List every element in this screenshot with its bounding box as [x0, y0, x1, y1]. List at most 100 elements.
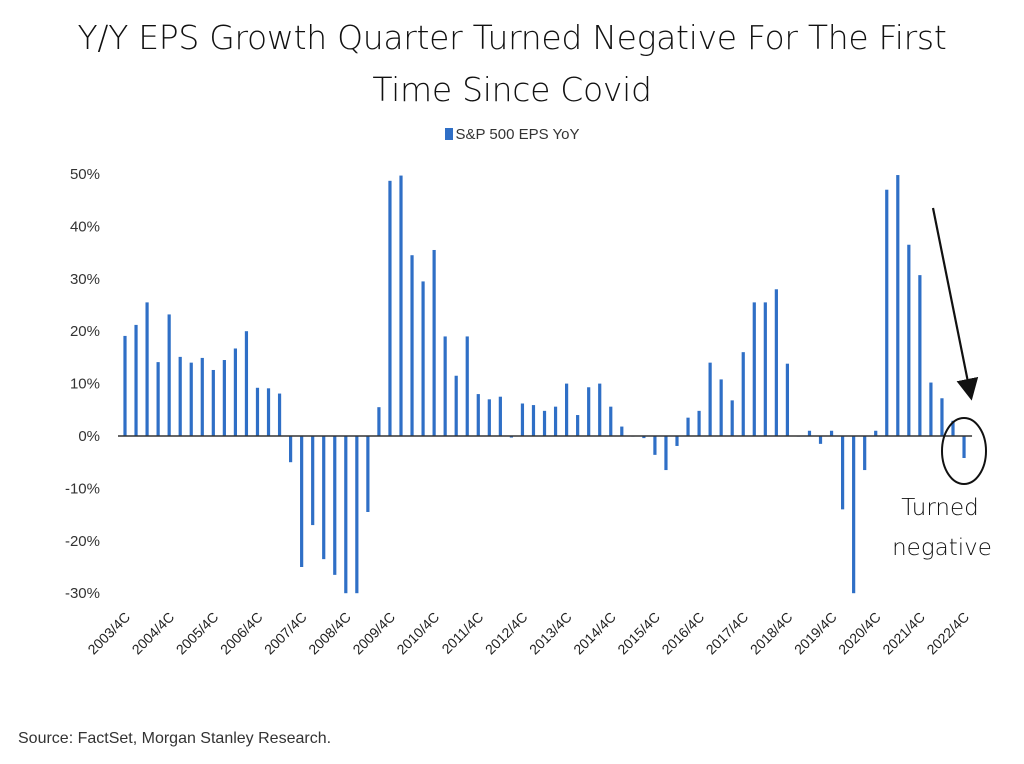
bar [653, 436, 657, 455]
x-tick-label: 2019/4C [791, 609, 840, 658]
bar [476, 394, 480, 436]
bar [763, 302, 767, 436]
y-tick-label: 10% [70, 376, 100, 393]
bar [752, 302, 756, 436]
x-tick-label: 2016/4C [658, 609, 707, 658]
bar [907, 244, 911, 436]
bar [465, 336, 469, 436]
bar [498, 396, 502, 436]
bar [266, 388, 271, 436]
bar [609, 406, 613, 436]
bar [300, 436, 304, 567]
y-tick-label: 0% [78, 428, 100, 445]
source-note: Source: FactSet, Morgan Stanley Research… [18, 730, 332, 747]
x-tick-label: 2022/4C [923, 609, 972, 658]
x-tick-label: 2003/4C [84, 609, 133, 658]
y-tick-label: -20% [65, 533, 100, 550]
x-tick-label: 2012/4C [482, 609, 531, 658]
bar [929, 382, 933, 436]
bar [289, 436, 293, 463]
bar [322, 436, 326, 560]
bar [918, 275, 922, 436]
bar [620, 426, 624, 436]
bar [697, 410, 701, 436]
x-tick-label: 2008/4C [305, 609, 354, 658]
bar [255, 387, 260, 436]
x-tick-label: 2021/4C [879, 609, 928, 658]
bar [708, 362, 712, 436]
y-tick-label: 20% [70, 323, 100, 340]
bar [598, 383, 602, 436]
bar [134, 324, 138, 436]
bar [587, 387, 591, 436]
bar [167, 314, 171, 436]
bar [388, 180, 392, 436]
x-tick-label: 2011/4C [438, 609, 486, 657]
bar [807, 430, 812, 436]
bar [311, 436, 315, 526]
bar [730, 400, 734, 436]
bar [123, 335, 127, 436]
bar [774, 289, 778, 436]
x-tick-label: 2017/4C [703, 609, 752, 658]
bar [333, 436, 337, 575]
bar [852, 436, 856, 594]
annotation-arrow [931, 207, 979, 401]
legend-label: S&P 500 EPS YoY [455, 126, 580, 143]
bar [542, 410, 547, 436]
bar [531, 405, 536, 436]
bar [520, 403, 525, 436]
bar [896, 175, 900, 437]
y-tick-label: 40% [70, 218, 100, 235]
x-tick-label: 2010/4C [393, 609, 442, 658]
bar [421, 281, 425, 436]
legend-swatch [444, 128, 453, 140]
bar [200, 357, 204, 436]
y-axis: 50% 40% 30% 20% 10% 0% -10% -20% -30% [65, 166, 100, 602]
x-axis: 2003/4C2004/4C2005/4C2006/4C2007/4C2008/… [84, 609, 972, 658]
x-tick-label: 2004/4C [129, 609, 178, 658]
chart-title-line-2: Time Since Covid [372, 70, 652, 109]
bar [509, 436, 513, 438]
bars [123, 175, 966, 594]
bar [642, 436, 646, 439]
x-tick-label: 2006/4C [217, 609, 266, 658]
bar [841, 436, 845, 510]
bar [454, 375, 458, 436]
y-tick-label: 50% [70, 166, 100, 183]
bar [874, 430, 878, 436]
x-tick-label: 2018/4C [747, 609, 796, 658]
annotation-text-line-2: negative [892, 535, 992, 561]
chart-title-line-1: Y/Y EPS Growth Quarter Turned Negative F… [77, 18, 947, 57]
bar [189, 362, 193, 436]
bar [178, 356, 182, 436]
chart-title: Y/Y EPS Growth Quarter Turned Negative F… [0, 12, 1024, 116]
bar [818, 436, 823, 444]
bar [233, 348, 237, 436]
y-tick-label: -30% [65, 585, 100, 602]
bar [222, 360, 226, 436]
bar [145, 302, 149, 436]
bar [940, 398, 944, 436]
bar [355, 436, 359, 594]
x-tick-label: 2009/4C [349, 609, 398, 658]
bar [399, 175, 403, 436]
bar [377, 407, 381, 436]
bar [432, 249, 436, 436]
bar [863, 436, 867, 471]
bar [664, 436, 668, 471]
x-tick-label: 2005/4C [173, 609, 222, 658]
bar [487, 399, 491, 436]
bar [553, 406, 558, 436]
bar [962, 436, 966, 459]
bar [211, 369, 215, 436]
bar [244, 331, 249, 436]
bar [951, 420, 955, 436]
bar [686, 417, 690, 436]
bar [410, 255, 414, 436]
y-tick-label: 30% [70, 271, 100, 288]
bar [565, 383, 569, 436]
annotations: Turned negative [892, 207, 992, 561]
bar [366, 436, 370, 512]
